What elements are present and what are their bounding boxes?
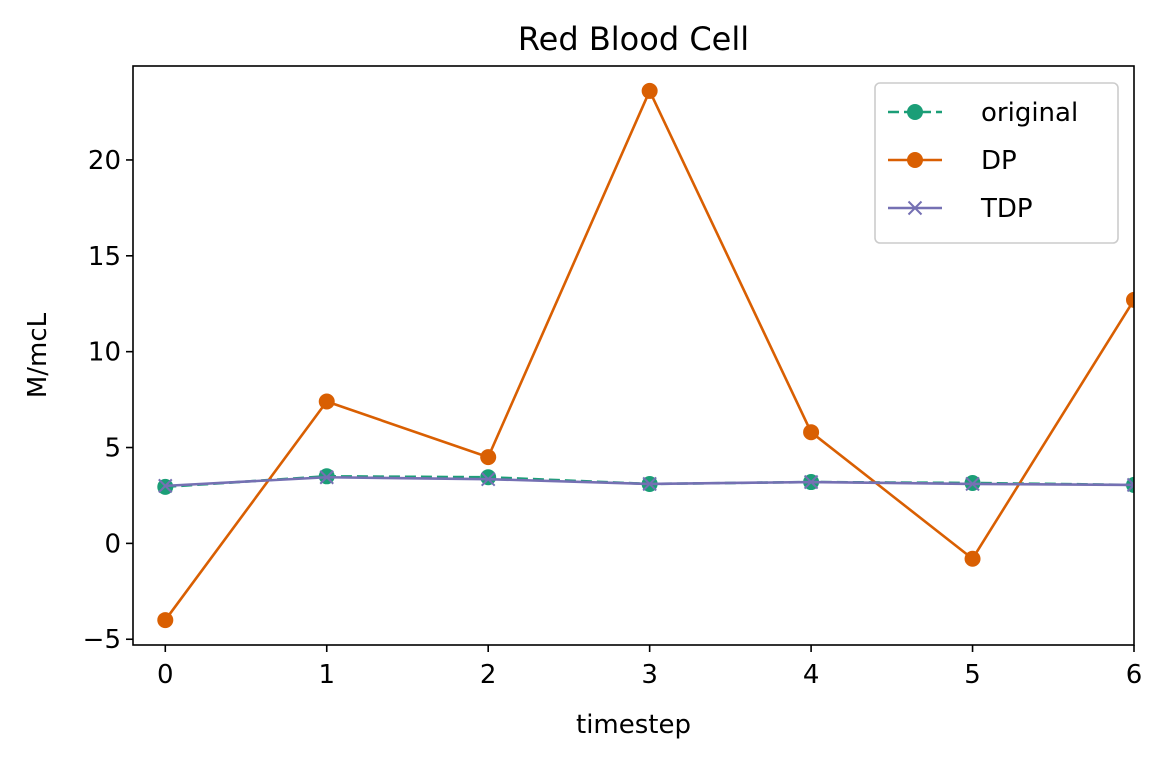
legend-label-original: original: [981, 98, 1078, 128]
x-tick-label: 1: [318, 660, 335, 690]
data-point-dp: [803, 424, 820, 441]
x-axis: 0 1 2 3 4 5 6: [157, 645, 1142, 690]
data-point-tdp: [965, 476, 980, 492]
x-tick-label: 6: [1126, 660, 1143, 690]
x-tick-label: 5: [964, 660, 981, 690]
y-tick-label: 10: [88, 338, 121, 368]
data-point-dp: [157, 612, 174, 629]
series-tdp: [158, 470, 1134, 494]
data-point-tdp: [1126, 477, 1134, 493]
data-point-tdp: [480, 471, 496, 487]
x-axis-label: timestep: [576, 710, 691, 740]
legend-label-tdp: TDP: [980, 194, 1033, 224]
series-dp: [157, 82, 1134, 629]
legend-label-dp: DP: [981, 146, 1017, 176]
legend-marker-dp: [907, 152, 923, 168]
legend: original DP TDP: [874, 82, 1119, 244]
y-tick-label: 0: [104, 529, 121, 559]
x-tick-label: 4: [803, 660, 820, 690]
data-point-dp: [1126, 291, 1134, 308]
data-point-tdp: [319, 470, 334, 485]
legend-marker-tdp: [907, 200, 923, 216]
data-point-dp: [964, 550, 981, 567]
legend-marker-original: [907, 104, 923, 120]
plot-area: [157, 82, 1134, 629]
plot-frame: [132, 65, 1135, 646]
x-tick-label: 3: [641, 660, 658, 690]
data-point-original: [480, 469, 497, 486]
x-tick-label: 2: [480, 660, 497, 690]
data-point-tdp: [158, 478, 173, 494]
legend-frame: [874, 82, 1119, 244]
x-tick-label: 0: [157, 660, 174, 690]
data-point-tdp: [803, 474, 819, 490]
data-point-dp: [641, 82, 658, 99]
data-point-tdp: [642, 476, 657, 492]
legend-item-tdp: TDP: [888, 194, 1033, 224]
y-tick-label: 15: [88, 242, 121, 272]
y-tick-label: 5: [104, 434, 121, 464]
y-tick-label: −5: [83, 625, 121, 655]
y-axis-label: M/mcL: [23, 312, 53, 398]
legend-item-dp: DP: [888, 146, 1017, 176]
legend-item-original: original: [888, 98, 1078, 128]
series-original: [157, 468, 1134, 495]
y-axis: −5 0 5 10 15 20: [83, 146, 133, 655]
data-point-dp: [480, 449, 497, 466]
data-point-dp: [318, 393, 335, 410]
chart-title: Red Blood Cell: [518, 20, 749, 58]
y-tick-label: 20: [88, 146, 121, 176]
